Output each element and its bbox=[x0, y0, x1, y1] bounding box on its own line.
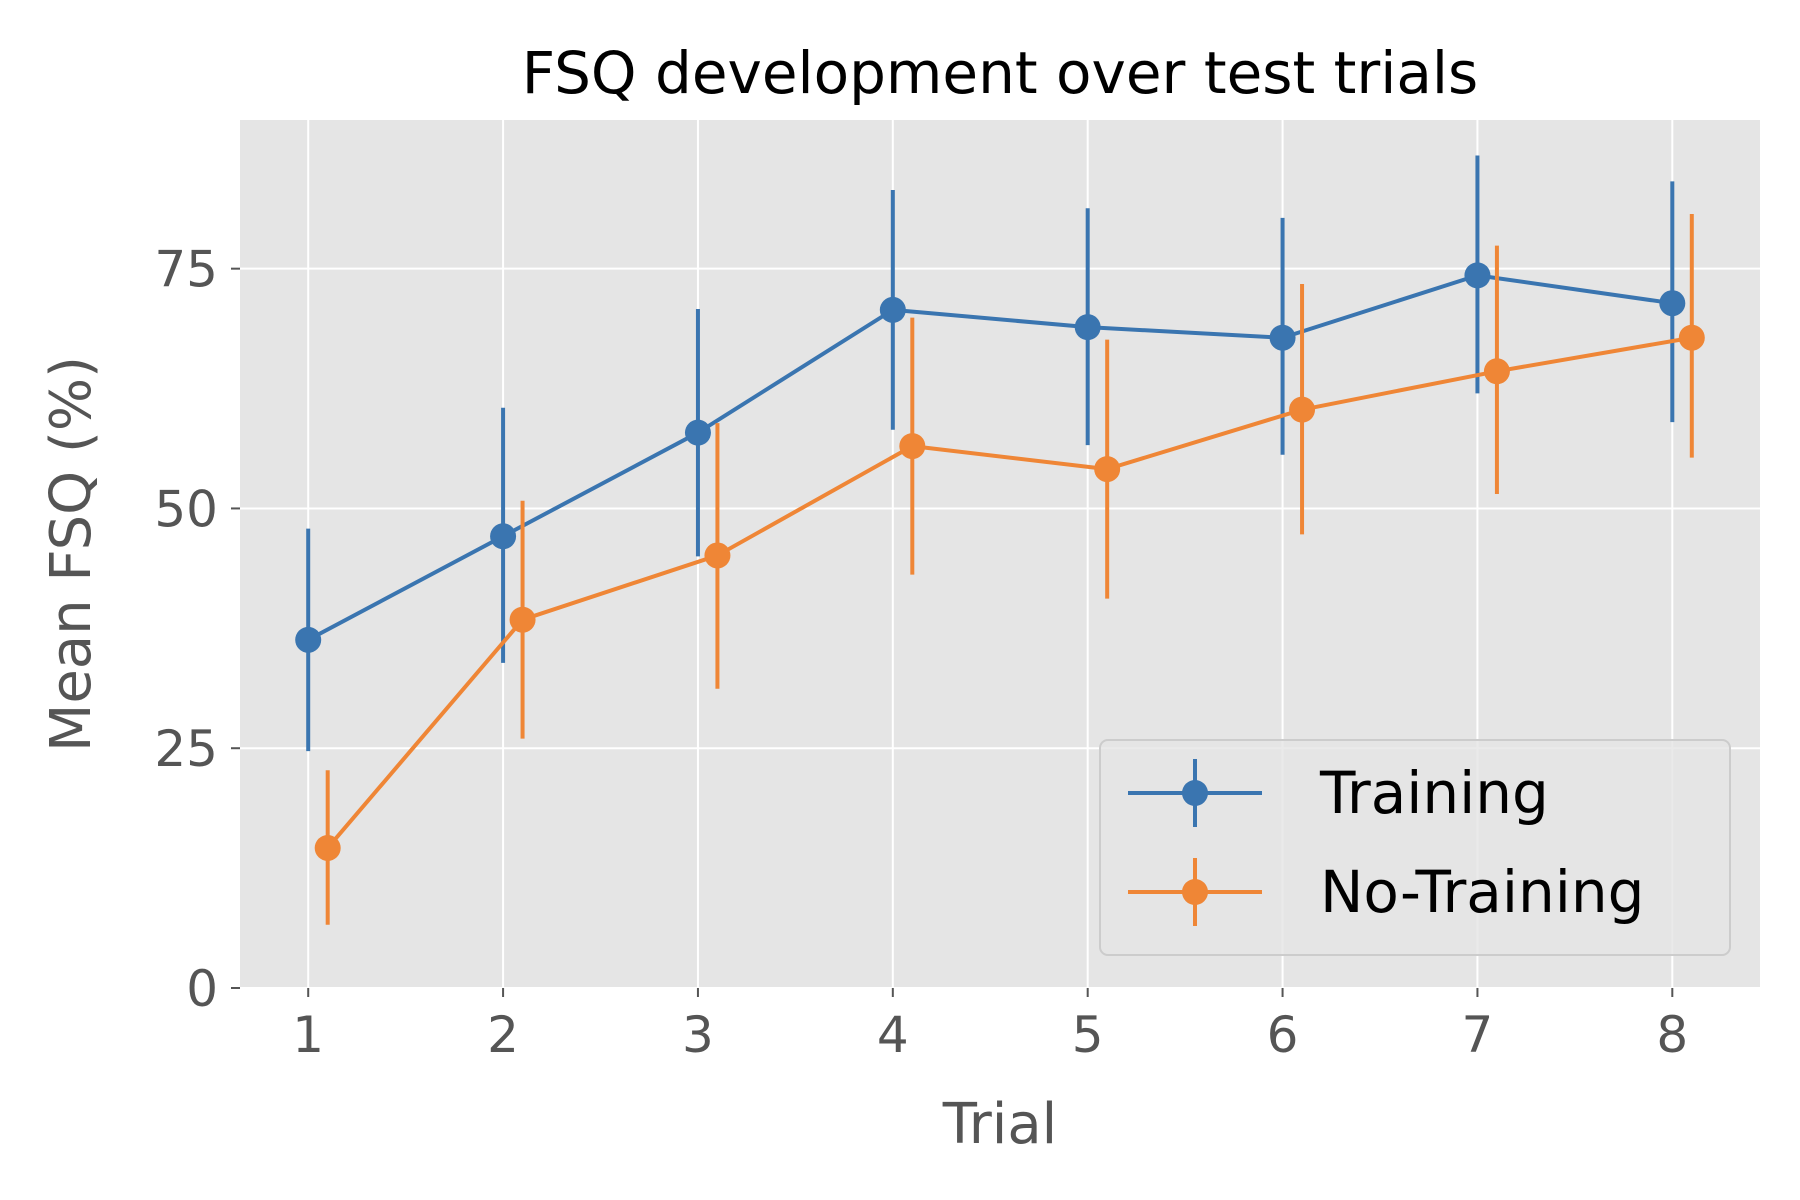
legend: Training No-Training bbox=[1099, 739, 1731, 956]
data-point bbox=[879, 296, 906, 323]
data-point bbox=[1094, 456, 1121, 483]
y-axis-label: Mean FSQ (%) bbox=[39, 356, 104, 752]
data-point bbox=[314, 834, 341, 861]
x-tick-label: 7 bbox=[1462, 1006, 1494, 1064]
legend-item-training: Training bbox=[1128, 759, 1549, 827]
data-point bbox=[1464, 262, 1491, 289]
data-point bbox=[1483, 358, 1510, 385]
x-tick-label: 6 bbox=[1267, 1006, 1299, 1064]
data-point bbox=[1269, 324, 1296, 351]
x-tick-label: 5 bbox=[1072, 1006, 1104, 1064]
legend-label-no-training: No-Training bbox=[1320, 858, 1644, 926]
series-line bbox=[307, 273, 1673, 642]
y-tick-label: 25 bbox=[154, 720, 218, 778]
data-point bbox=[509, 606, 536, 633]
data-point bbox=[295, 626, 322, 653]
x-axis-label: Trial bbox=[942, 1092, 1057, 1157]
y-tick-label: 50 bbox=[154, 480, 218, 538]
x-tick-label: 8 bbox=[1656, 1006, 1688, 1064]
data-point bbox=[704, 542, 731, 569]
chart-title: FSQ development over test trials bbox=[522, 39, 1478, 107]
legend-marker-training bbox=[1182, 780, 1208, 806]
series bbox=[295, 155, 1705, 925]
legend-label-training: Training bbox=[1319, 759, 1549, 827]
ticks: 1 2 3 4 5 6 7 8 0 25 50 75 bbox=[154, 241, 1688, 1064]
y-tick-label: 0 bbox=[186, 960, 218, 1018]
series-no-training bbox=[314, 213, 1705, 925]
legend-item-no-training: No-Training bbox=[1128, 858, 1644, 926]
data-point bbox=[1678, 324, 1705, 351]
x-tick-label: 1 bbox=[292, 1006, 324, 1064]
y-tick-label: 75 bbox=[154, 241, 218, 299]
data-point bbox=[684, 419, 711, 446]
x-tick-label: 3 bbox=[682, 1006, 714, 1064]
data-point bbox=[490, 523, 517, 550]
data-point bbox=[1074, 314, 1101, 341]
x-tick-label: 4 bbox=[877, 1006, 909, 1064]
data-point bbox=[1659, 290, 1686, 317]
x-tick-label: 2 bbox=[487, 1006, 519, 1064]
legend-marker-no-training bbox=[1182, 879, 1208, 905]
data-point bbox=[1289, 396, 1316, 423]
series-line bbox=[326, 335, 1693, 850]
data-point bbox=[899, 433, 926, 460]
